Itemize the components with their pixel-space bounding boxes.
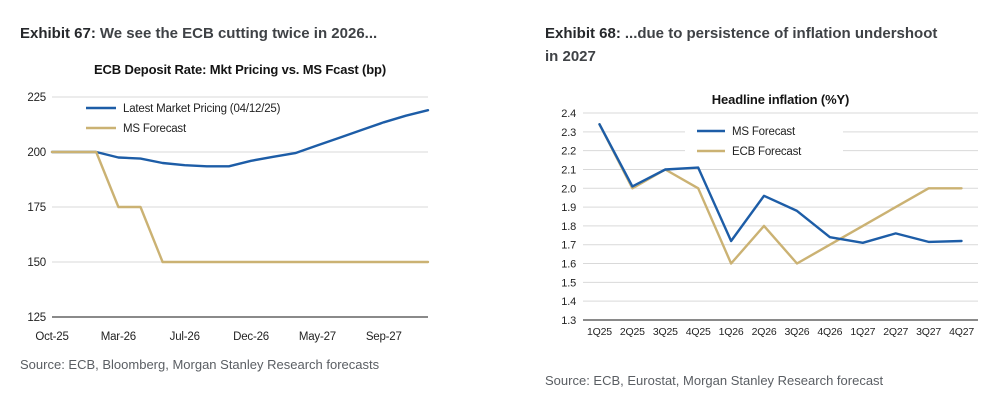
y-tick-label: 2.3 <box>561 127 576 139</box>
exhibit-68-label: Exhibit 68: <box>545 25 621 43</box>
y-tick-label: 2.1 <box>561 164 576 176</box>
x-tick-label: 2Q27 <box>883 326 908 338</box>
x-tick-label: 4Q26 <box>817 326 842 338</box>
deposit-rate-chart-title: ECB Deposit Rate: Mkt Pricing vs. MS Fca… <box>94 62 386 77</box>
exhibit-67-source: Source: ECB, Bloomberg, Morgan Stanley R… <box>20 357 380 372</box>
x-tick-label: 4Q27 <box>949 326 974 338</box>
exhibit-68-source: Source: ECB, Eurostat, Morgan Stanley Re… <box>545 373 884 388</box>
x-tick-label: 2Q25 <box>620 326 645 338</box>
y-tick-label: 1.3 <box>561 315 576 327</box>
series-line-1 <box>50 150 430 264</box>
y-tick-label: 125 <box>27 312 46 324</box>
ecb-deposit-rate-svg: 225 200 175 150 125 Oct-25 Mar-26 Jul-26 Dec-26 M… <box>27 92 430 343</box>
legend-label-0: MS Forecast <box>732 126 796 138</box>
exhibit-67-label: Exhibit 67: <box>20 25 96 43</box>
y-tick-label: 2.2 <box>561 146 576 158</box>
series-line-0 <box>598 123 963 245</box>
legend-label-1: MS Forecast <box>123 123 187 135</box>
y-tick-label: 1.6 <box>561 259 576 271</box>
x-tick-label: 2Q26 <box>752 326 777 338</box>
exhibit-68-heading: Exhibit 68: ...due to persistence of infl… <box>545 22 945 68</box>
series-line-0 <box>50 109 430 168</box>
x-tick-label: 3Q25 <box>653 326 678 338</box>
legend-label-1: ECB Forecast <box>732 146 802 158</box>
x-tick-label: Jul-26 <box>170 331 200 343</box>
y-tick-label: 150 <box>27 257 46 269</box>
y-tick-label: 2.0 <box>561 183 576 195</box>
exhibit-68-title: ...due to persistence of inflation under… <box>545 25 938 66</box>
x-tick-label: 1Q26 <box>719 326 744 338</box>
x-tick-label: Dec-26 <box>233 331 269 343</box>
y-tick-label: 200 <box>27 147 46 159</box>
y-tick-label: 225 <box>27 92 46 104</box>
x-tick-label: May-27 <box>299 331 336 343</box>
x-tick-label: 1Q27 <box>850 326 875 338</box>
y-tick-label: 1.5 <box>561 277 576 289</box>
y-tick-label: 1.7 <box>561 240 576 252</box>
y-tick-label: 1.9 <box>561 202 576 214</box>
x-tick-label: 3Q26 <box>785 326 810 338</box>
y-tick-label: 1.4 <box>561 296 576 308</box>
x-tick-label: 1Q25 <box>587 326 612 338</box>
headline-inflation-svg: 2.4 2.3 2.2 2.1 2.0 1.9 1.8 1.7 1.6 1.5 1.4 1.3 1Q25… <box>561 108 978 338</box>
x-tick-label: Sep-27 <box>366 331 402 343</box>
x-tick-label: 4Q25 <box>686 326 711 338</box>
exhibit-67-heading: Exhibit 67: We see the ECB cutting twice … <box>20 22 510 45</box>
x-tick-label: 3Q27 <box>916 326 941 338</box>
legend-label-0: Latest Market Pricing (04/12/25) <box>123 103 281 115</box>
deposit-rate-chart: 225 200 175 150 125 Oct-25 Mar-26 Jul-26 Dec-26 M… <box>20 90 490 352</box>
inflation-chart: 2.4 2.3 2.2 2.1 2.0 1.9 1.8 1.7 1.6 1.5 1.4 1.3 1Q25… <box>545 88 1001 350</box>
x-tick-label: Oct-25 <box>35 331 68 343</box>
x-tick-label: Mar-26 <box>101 331 136 343</box>
legend-background <box>685 121 843 161</box>
inflation-chart-title: Headline inflation (%Y) <box>711 92 850 107</box>
y-tick-label: 2.4 <box>561 108 576 120</box>
exhibit-67-title: We see the ECB cutting twice in 2026... <box>99 25 378 43</box>
y-tick-label: 1.8 <box>561 221 576 233</box>
y-tick-label: 175 <box>27 202 46 214</box>
